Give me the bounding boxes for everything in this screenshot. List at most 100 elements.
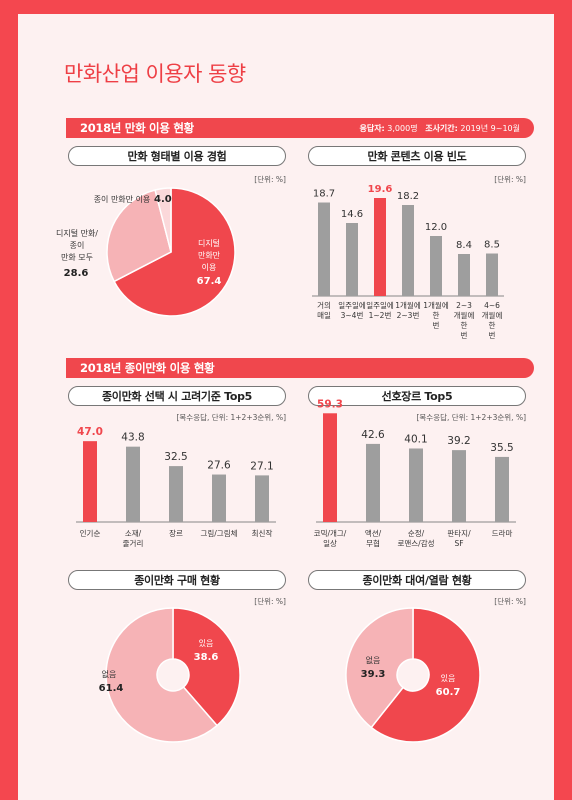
- slice-label: 종이 만화만 이용: [94, 194, 151, 204]
- category-label: 최신작: [252, 528, 273, 538]
- category-label: 드라마: [492, 529, 513, 538]
- bar: [169, 466, 183, 522]
- bar: [212, 474, 226, 522]
- pie-slice: [105, 607, 219, 743]
- category-label: 코믹/개그/: [314, 528, 347, 538]
- chart-title-preferred-genre: 선호장르 Top5: [308, 386, 526, 406]
- category-label: 2~3번: [397, 311, 420, 320]
- section-title: 2018년 만화 이용 현황: [80, 121, 194, 135]
- slice-label: 있음: [199, 638, 214, 648]
- bar: [126, 446, 140, 522]
- category-label: 그림/그림체: [200, 528, 237, 538]
- category-label: 한: [461, 321, 468, 330]
- category-label: 개월에: [454, 310, 475, 320]
- category-label: 4~6: [484, 301, 500, 310]
- bar: [255, 475, 269, 522]
- pie-slice: [106, 189, 172, 283]
- chart-title-selection-criteria: 종이만화 선택 시 고려기준 Top5: [68, 386, 286, 406]
- bar-value-label: 39.2: [447, 435, 470, 447]
- bar: [346, 223, 358, 296]
- bar-value-label: 47.0: [77, 426, 103, 438]
- category-label: 2~3: [456, 301, 472, 310]
- category-label: 장르: [169, 528, 183, 538]
- bar: [495, 456, 509, 522]
- category-label: 번: [489, 331, 496, 340]
- bar: [452, 450, 466, 522]
- category-label: 한: [489, 321, 496, 330]
- unit-label: [단위: %]: [254, 175, 286, 184]
- bar: [486, 253, 498, 296]
- category-label: 번: [433, 321, 440, 330]
- category-label: 로맨스/감성: [397, 538, 434, 548]
- slice-label: 디지털 만화/: [56, 228, 98, 238]
- category-label: 일상: [323, 538, 337, 548]
- bar: [409, 448, 423, 522]
- slice-value: 39.3: [361, 669, 386, 680]
- slice-value: 38.6: [194, 652, 219, 663]
- bar-value-label: 14.6: [341, 209, 363, 220]
- pie-slice: [113, 187, 236, 317]
- category-label: 무협: [366, 538, 380, 548]
- bar: [318, 202, 330, 296]
- category-label: 인기순: [80, 528, 101, 538]
- category-label: 1개월에: [423, 300, 449, 310]
- bar-value-label: 32.5: [164, 451, 187, 463]
- category-label: 한: [433, 311, 440, 320]
- page-title: 만화산업 이용자 동향: [64, 62, 246, 86]
- unit-label: [단위: %]: [494, 597, 526, 606]
- bar-value-label: 12.0: [425, 222, 447, 233]
- bar: [323, 413, 337, 522]
- category-label: SF: [454, 539, 463, 548]
- category-label: 순정/: [408, 528, 425, 538]
- section-band-paper: 2018년 종이만화 이용 현황: [66, 358, 534, 378]
- bar-value-label: 42.6: [361, 429, 385, 441]
- section-band-overall: 2018년 만화 이용 현황 응답자: 3,000명 조사기간: 2019년 9…: [66, 118, 534, 138]
- bar: [402, 205, 414, 296]
- category-label: 번: [461, 331, 468, 340]
- category-label: 3~4번: [341, 311, 364, 320]
- chart-title-content-frequency: 만화 콘텐츠 이용 빈도: [308, 146, 526, 166]
- category-label: 액션/: [365, 528, 382, 538]
- category-label: 줄거리: [123, 539, 144, 548]
- slice-label: 종이: [70, 240, 85, 250]
- unit-label: [복수응답, 단위: 1+2+3순위, %]: [416, 413, 526, 422]
- category-label: 1개월에: [395, 300, 421, 310]
- section-title: 2018년 종이만화 이용 현황: [80, 361, 215, 375]
- slice-label: 만화 모두: [61, 253, 93, 262]
- slice-label: 디지털: [198, 238, 220, 248]
- slice-label: 있음: [441, 673, 456, 683]
- category-label: 일주일에: [338, 301, 366, 310]
- category-label: 일주일에: [366, 301, 394, 310]
- bar-value-label: 43.8: [121, 432, 144, 444]
- sample-value: 3,000명: [387, 124, 418, 133]
- slice-label: 만화만: [198, 251, 221, 260]
- slice-label: 없음: [366, 656, 381, 665]
- chart-title-rental: 종이만화 대여/열람 현황: [308, 570, 526, 590]
- survey-meta: 응답자: 3,000명 조사기간: 2019년 9~10월: [359, 123, 520, 134]
- category-label: 판타지/: [447, 529, 471, 538]
- bar-value-label: 40.1: [404, 433, 427, 445]
- bar-value-label: 18.7: [313, 189, 335, 200]
- category-label: 개월에: [482, 310, 503, 320]
- unit-label: [단위: %]: [494, 175, 526, 184]
- slice-value: 4.0: [154, 194, 172, 205]
- pie-slice: [345, 607, 414, 729]
- category-label: 거의: [317, 300, 331, 310]
- bar: [458, 254, 470, 296]
- slice-label: 없음: [102, 670, 117, 679]
- bar-value-label: 8.5: [484, 240, 500, 251]
- slice-value: 61.4: [99, 683, 124, 694]
- bar-value-label: 18.2: [397, 191, 419, 202]
- chart-title-form-experience: 만화 형태별 이용 경험: [68, 146, 286, 166]
- sample-label: 응답자:: [359, 124, 385, 133]
- slice-label: 이용: [202, 262, 217, 272]
- chart-title-purchase: 종이만화 구매 현황: [68, 570, 286, 590]
- bar: [430, 236, 442, 296]
- bar-value-label: 27.6: [207, 460, 231, 472]
- bar-value-label: 8.4: [456, 240, 472, 251]
- slice-value: 67.4: [197, 276, 222, 287]
- category-label: 소재/: [125, 529, 142, 538]
- pie-slice: [370, 607, 481, 743]
- category-label: 1~2번: [369, 311, 392, 320]
